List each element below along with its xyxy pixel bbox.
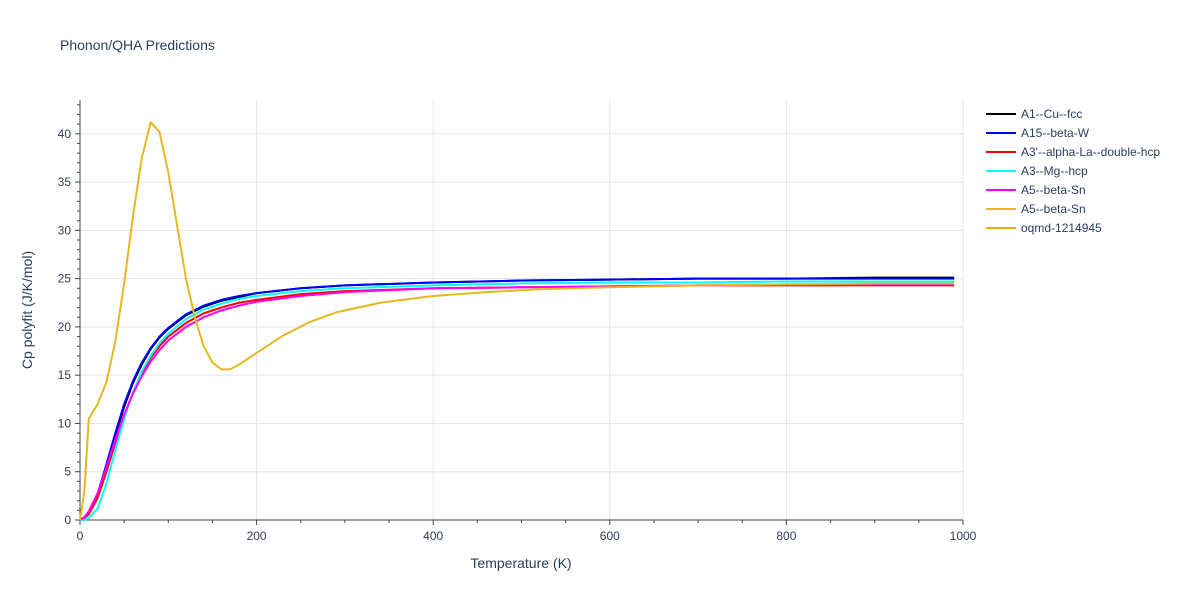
x-tick-label: 1000 [950,529,977,543]
series-line-4 [79,283,955,521]
series-layer [79,121,955,521]
x-tick-label: 800 [776,529,796,543]
y-tick-label: 30 [58,223,72,237]
legend-label: A5--beta-Sn [1021,202,1086,216]
y-tick-label: 40 [58,127,72,141]
legend-label: A3'--alpha-La--double-hcp [1021,145,1160,159]
series-line-2 [79,284,955,521]
legend-item[interactable]: A3--Mg--hcp [986,164,1088,178]
series-line-3 [80,280,955,521]
legend[interactable]: A1--Cu--fcc A15--beta-W A3'--alpha-La--dou… [986,107,1160,235]
x-tick-label: 400 [423,529,443,543]
y-tick-label: 5 [64,465,71,479]
y-axis-title: Cp polyfit (J/K/mol) [19,251,35,369]
y-tick-label: 20 [58,320,72,334]
legend-item[interactable]: A5--beta-Sn [986,202,1086,216]
x-axis-title: Temperature (K) [470,555,571,571]
axes: 0 200 400 600 800 1000 0 5 10 15 20 25 30 35 40 [58,100,977,543]
chart-title: Phonon/QHA Predictions [60,37,215,53]
y-tick-label: 15 [58,368,72,382]
legend-label: A1--Cu--fcc [1021,107,1082,121]
x-tick-label: 200 [247,529,267,543]
y-tick-label: 35 [58,175,72,189]
legend-item[interactable]: A15--beta-W [986,126,1090,140]
x-tick-label: 0 [77,529,84,543]
y-tick-label: 25 [58,272,72,286]
y-tick-label: 10 [58,416,72,430]
legend-label: A3--Mg--hcp [1021,164,1088,178]
series-line-5 [79,121,955,521]
legend-label: oqmd-1214945 [1021,221,1102,235]
x-tick-label: 600 [600,529,620,543]
legend-item[interactable]: A1--Cu--fcc [986,107,1082,121]
legend-item[interactable]: oqmd-1214945 [986,221,1102,235]
legend-item[interactable]: A5--beta-Sn [986,183,1086,197]
legend-label: A15--beta-W [1021,126,1090,140]
series-line-1 [79,277,955,521]
y-tick-label: 0 [64,513,71,527]
legend-label: A5--beta-Sn [1021,183,1086,197]
legend-item[interactable]: A3'--alpha-La--double-hcp [986,145,1160,159]
